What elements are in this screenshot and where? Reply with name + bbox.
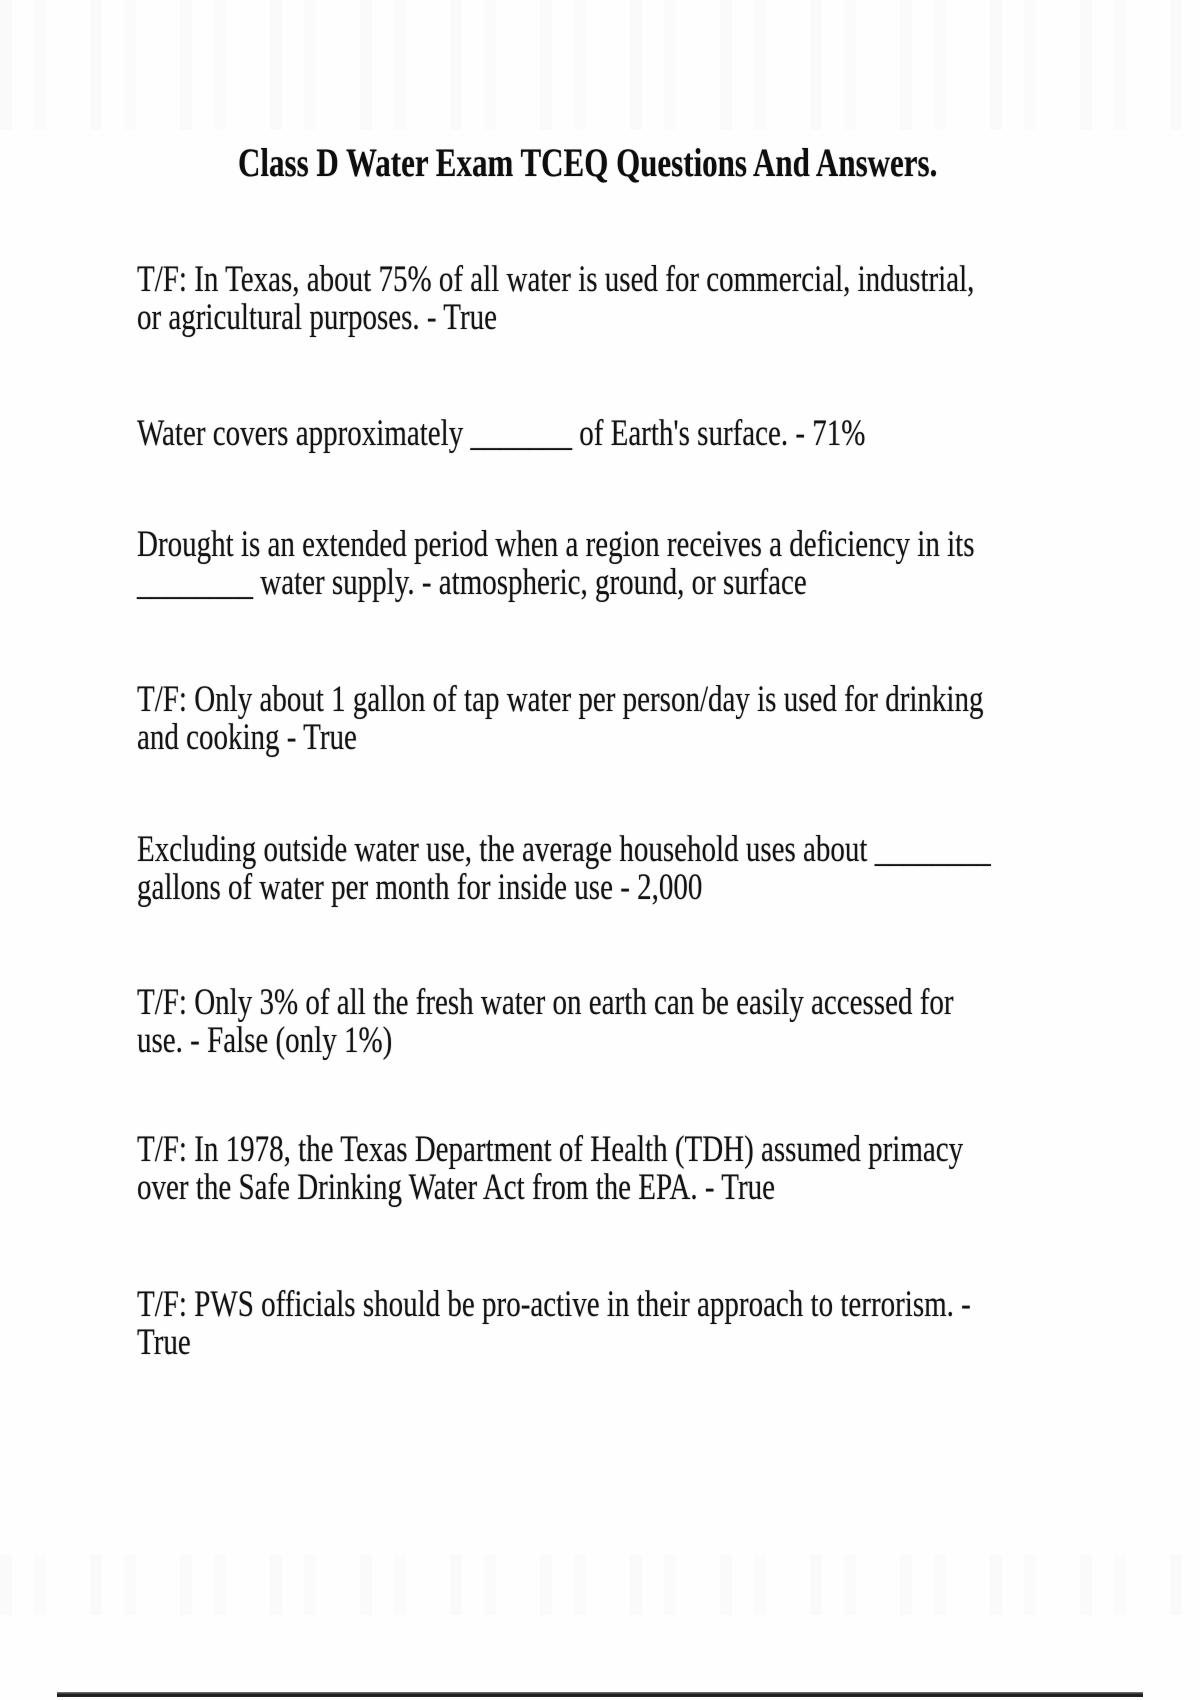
qa-item: Excluding outside water use, the average… xyxy=(137,828,991,909)
qa-line: T/F: In Texas, about 75% of all water is… xyxy=(137,258,975,300)
qa-line: Drought is an extended period when a reg… xyxy=(137,523,975,565)
qa-line: T/F: PWS officials should be pro-active … xyxy=(137,1283,971,1325)
qa-line: T/F: In 1978, the Texas Department of He… xyxy=(137,1128,964,1170)
qa-line: use. - False (only 1%) xyxy=(137,1019,393,1061)
qa-item: T/F: Only 3% of all the fresh water on e… xyxy=(137,981,954,1062)
qa-item: Drought is an extended period when a reg… xyxy=(137,523,975,604)
page-bottom-divider xyxy=(57,1692,1143,1697)
qa-line: or agricultural purposes. - True xyxy=(137,296,498,338)
page-title: Class D Water Exam TCEQ Questions And An… xyxy=(238,140,937,186)
qa-item: T/F: Only about 1 gallon of tap water pe… xyxy=(137,678,984,759)
qa-item: T/F: In Texas, about 75% of all water is… xyxy=(137,258,975,339)
scan-artifact-band xyxy=(0,0,1200,130)
qa-line: and cooking - True xyxy=(137,716,357,758)
qa-line: over the Safe Drinking Water Act from th… xyxy=(137,1166,775,1208)
qa-line: Excluding outside water use, the average… xyxy=(137,828,991,870)
qa-line: gallons of water per month for inside us… xyxy=(137,866,703,908)
qa-item: Water covers approximately _______ of Ea… xyxy=(137,412,866,455)
qa-line: T/F: Only about 1 gallon of tap water pe… xyxy=(137,678,984,720)
qa-item: T/F: In 1978, the Texas Department of He… xyxy=(137,1128,964,1209)
qa-line: T/F: Only 3% of all the fresh water on e… xyxy=(137,981,954,1023)
qa-line: ________ water supply. - atmospheric, gr… xyxy=(137,561,807,603)
page-title-text: Class D Water Exam TCEQ Questions And An… xyxy=(238,139,938,186)
scan-artifact-band xyxy=(0,1555,1200,1615)
qa-line: True xyxy=(137,1321,191,1363)
qa-line: Water covers approximately _______ of Ea… xyxy=(137,412,866,454)
qa-item: T/F: PWS officials should be pro-active … xyxy=(137,1283,971,1364)
